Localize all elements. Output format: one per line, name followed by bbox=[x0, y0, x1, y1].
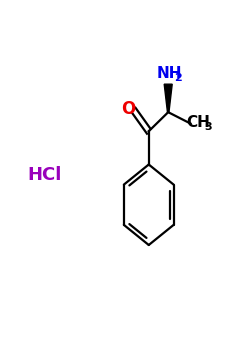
Polygon shape bbox=[164, 84, 172, 112]
Text: NH: NH bbox=[156, 66, 182, 81]
Text: 3: 3 bbox=[204, 122, 212, 132]
Text: 2: 2 bbox=[174, 72, 182, 83]
Text: CH: CH bbox=[186, 115, 210, 130]
Text: HCl: HCl bbox=[28, 166, 62, 184]
Text: O: O bbox=[121, 100, 135, 118]
